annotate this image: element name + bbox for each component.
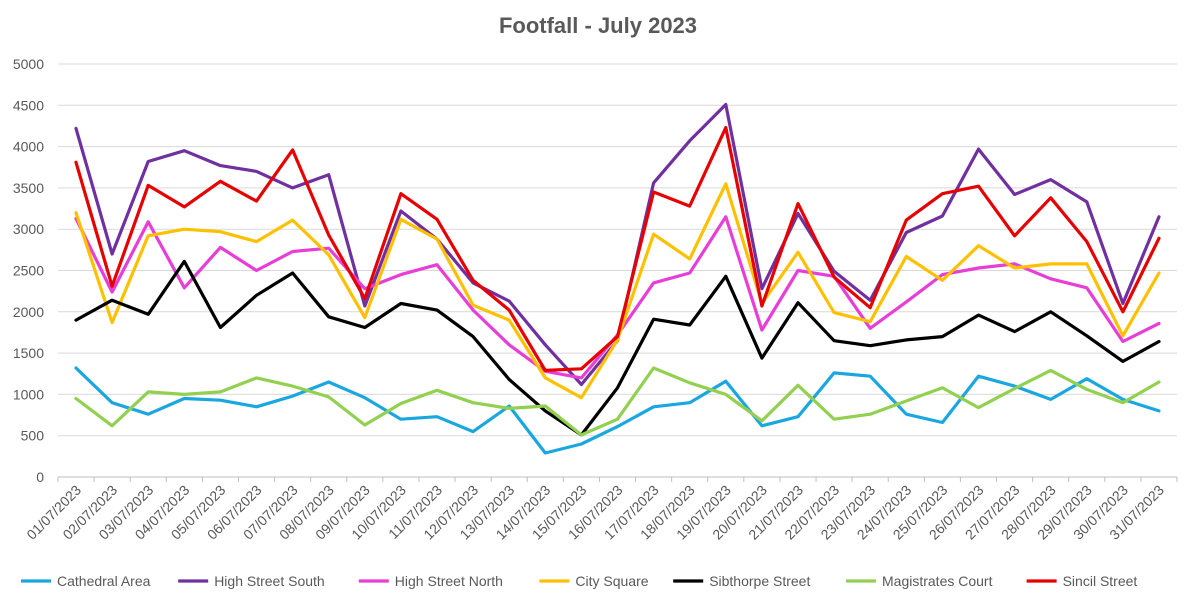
series-line-sibthorpe-street (74, 259, 1161, 437)
y-tick-label: 3000 (13, 221, 44, 237)
y-tick-label: 3500 (13, 180, 44, 196)
legend-item-high-street-south: High Street South (178, 573, 325, 589)
legend-item-sibthorpe-street: Sibthorpe Street (673, 573, 810, 589)
legend-label: High Street North (395, 573, 503, 589)
legend-label: Sincil Street (1063, 573, 1138, 589)
series-line-sincil-street (74, 125, 1161, 372)
series-line-city-square (74, 182, 1161, 400)
y-tick-label: 4500 (13, 97, 44, 113)
x-axis: 01/07/202302/07/202303/07/202304/07/2023… (23, 477, 1178, 543)
legend-item-cathedral-area: Cathedral Area (21, 573, 151, 589)
legend-item-magistrates-court: Magistrates Court (846, 573, 993, 589)
legend-item-sincil-street: Sincil Street (1026, 573, 1138, 589)
chart-title: Footfall - July 2023 (499, 13, 697, 38)
y-tick-label: 4000 (13, 139, 44, 155)
legend-label: Sibthorpe Street (709, 573, 810, 589)
legend: Cathedral Area High Street South High Stre… (21, 573, 1137, 589)
y-tick-label: 2000 (13, 304, 44, 320)
y-tick-label: 2500 (13, 263, 44, 279)
series-line-magistrates-court (74, 366, 1161, 437)
y-tick-label: 500 (21, 428, 45, 444)
series-line-high-street-north (74, 215, 1161, 380)
legend-label: City Square (575, 573, 648, 589)
legend-label: Magistrates Court (882, 573, 993, 589)
series-lines (74, 102, 1161, 455)
gridlines (58, 63, 1177, 478)
y-tick-label: 1000 (13, 386, 44, 402)
legend-item-city-square: City Square (539, 573, 649, 589)
y-axis: 0 500 1000 1500 2000 2500 3000 3500 4000 4500 5000 (13, 56, 44, 485)
legend-item-high-street-north: High Street North (358, 573, 503, 589)
y-tick-label: 1500 (13, 345, 44, 361)
y-tick-label: 5000 (13, 56, 44, 72)
series-line-cathedral-area (74, 366, 1161, 455)
legend-label: Cathedral Area (57, 573, 151, 589)
y-tick-label: 0 (36, 469, 44, 485)
legend-label: High Street South (214, 573, 325, 589)
